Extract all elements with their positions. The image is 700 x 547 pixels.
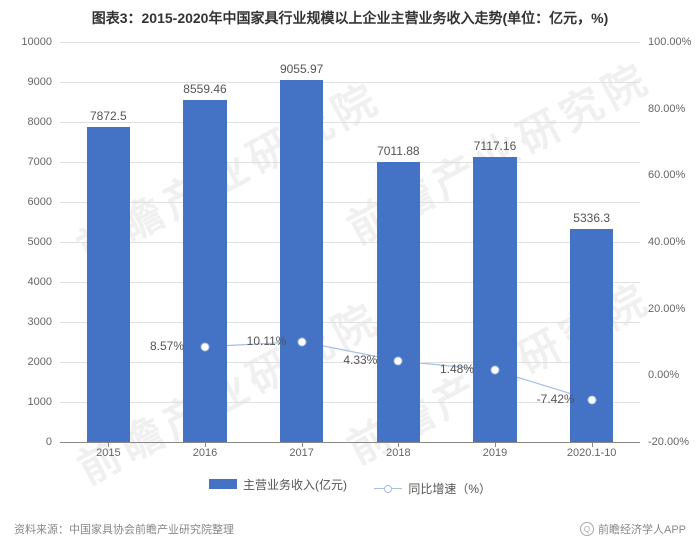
x-tick-label: 2017 — [289, 447, 313, 459]
y-right-tick-label: -20.00% — [648, 436, 700, 448]
bar-value-label: 8559.46 — [183, 82, 226, 96]
y-left-tick-label: 3000 — [2, 316, 52, 328]
gridline — [60, 242, 640, 243]
y-right-tick-label: 60.00% — [648, 169, 700, 181]
footer-source: 资料来源：中国家具协会前瞻产业研究院整理 — [14, 521, 234, 537]
y-left-tick-label: 8000 — [2, 116, 52, 128]
bar-value-label: 9055.97 — [280, 62, 323, 76]
gridline — [60, 202, 640, 203]
bar — [280, 80, 324, 442]
bar — [377, 162, 421, 442]
bar — [473, 157, 517, 442]
line-marker — [491, 366, 500, 375]
legend-marker-icon — [384, 485, 392, 493]
y-left-tick-label: 7000 — [2, 156, 52, 168]
x-tick — [592, 442, 593, 447]
line-value-label: -7.42% — [537, 392, 575, 406]
line-marker — [297, 337, 306, 346]
bar-value-label: 7117.16 — [474, 139, 517, 153]
chart-area: 0100020003000400050006000700080009000100… — [60, 42, 640, 472]
chart-title: 图表3：2015-2020年中国家具行业规模以上企业主营业务收入走势(单位：亿元… — [0, 0, 700, 28]
bar — [87, 127, 131, 442]
x-tick-label: 2018 — [386, 447, 410, 459]
line-value-label: 4.33% — [343, 353, 377, 367]
gridline — [60, 322, 640, 323]
y-left-tick-label: 0 — [2, 436, 52, 448]
x-tick — [398, 442, 399, 447]
y-left-tick-label: 2000 — [2, 356, 52, 368]
y-right-tick-label: 20.00% — [648, 303, 700, 315]
bar — [570, 229, 614, 442]
y-right-tick-label: 80.00% — [648, 103, 700, 115]
y-left-tick-label: 5000 — [2, 236, 52, 248]
legend-label-bar: 主营业务收入(亿元) — [243, 476, 347, 493]
x-tick-label: 2015 — [96, 447, 120, 459]
y-left-tick-label: 4000 — [2, 276, 52, 288]
line-marker — [394, 356, 403, 365]
legend: 主营业务收入(亿元) 同比增速（%） — [60, 476, 640, 498]
x-tick-label: 2019 — [483, 447, 507, 459]
line-value-label: 10.11% — [247, 334, 287, 348]
x-tick — [495, 442, 496, 447]
x-tick — [108, 442, 109, 447]
footer-brand-text: 前瞻经济学人APP — [598, 521, 686, 537]
y-left-tick-label: 6000 — [2, 196, 52, 208]
x-tick — [302, 442, 303, 447]
bar-value-label: 7011.88 — [377, 144, 420, 158]
line-marker — [201, 342, 210, 351]
y-left-tick-label: 1000 — [2, 396, 52, 408]
legend-item-bar: 主营业务收入(亿元) — [209, 476, 347, 493]
y-right-tick-label: 40.00% — [648, 236, 700, 248]
y-left-tick-label: 9000 — [2, 76, 52, 88]
gridline — [60, 42, 640, 43]
legend-label-line: 同比增速（%） — [408, 480, 491, 497]
line-marker — [587, 396, 596, 405]
brand-logo-icon: Q — [580, 522, 594, 536]
legend-swatch-line — [374, 484, 402, 494]
x-tick — [205, 442, 206, 447]
x-tick-label: 2020.1-10 — [567, 447, 617, 459]
y-left-tick-label: 10000 — [2, 36, 52, 48]
x-axis-line — [60, 442, 640, 443]
x-tick-label: 2016 — [193, 447, 217, 459]
gridline — [60, 82, 640, 83]
y-right-tick-label: 100.00% — [648, 36, 700, 48]
bar — [183, 100, 227, 442]
gridline — [60, 162, 640, 163]
gridline — [60, 122, 640, 123]
line-value-label: 8.57% — [150, 339, 184, 353]
bar-value-label: 7872.5 — [90, 109, 127, 123]
line-value-label: 1.48% — [440, 362, 474, 376]
gridline — [60, 282, 640, 283]
footer-brand: Q 前瞻经济学人APP — [580, 521, 686, 537]
bar-value-label: 5336.3 — [573, 211, 610, 225]
legend-item-line: 同比增速（%） — [374, 480, 491, 497]
plot-region: 0100020003000400050006000700080009000100… — [60, 42, 640, 442]
legend-swatch-bar — [209, 479, 237, 489]
y-right-tick-label: 0.00% — [648, 369, 700, 381]
